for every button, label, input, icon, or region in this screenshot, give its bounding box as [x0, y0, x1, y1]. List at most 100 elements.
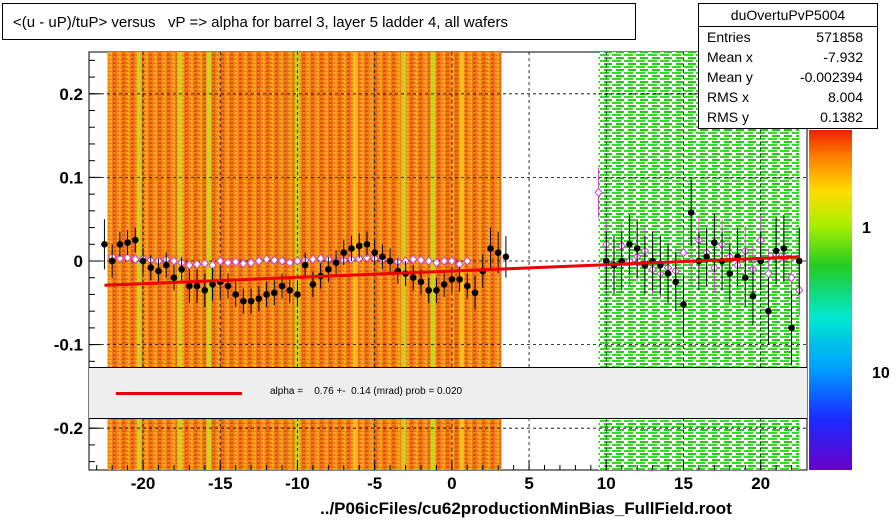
diamond-point — [285, 257, 294, 268]
x-tick-label: -5 — [367, 474, 382, 493]
circle-point — [680, 301, 687, 308]
diamond-point — [262, 254, 271, 265]
circle-point — [425, 286, 432, 294]
stats-value: 0.1382 — [820, 109, 863, 125]
stats-histogram-name: duOvertuPvP5004 — [699, 4, 877, 27]
stats-label: RMS y — [707, 109, 749, 125]
diamond-point — [123, 252, 132, 263]
circle-point — [263, 291, 270, 298]
circle-point — [270, 289, 278, 297]
diamond-point — [764, 268, 773, 279]
circle-point — [664, 270, 672, 277]
diamond-point — [246, 257, 256, 268]
circle-point — [224, 282, 232, 290]
circle-point — [602, 257, 610, 265]
circle-point — [626, 240, 633, 248]
circle-point — [132, 236, 139, 244]
circle-point — [502, 253, 510, 261]
stats-value: 571858 — [816, 29, 863, 45]
diamond-point — [185, 260, 194, 270]
circle-point — [448, 276, 456, 283]
circle-point — [765, 307, 772, 315]
circle-point — [471, 289, 479, 297]
circle-point — [772, 247, 780, 255]
circle-point — [440, 281, 448, 288]
circle-point — [726, 270, 734, 277]
circle-point — [780, 245, 788, 252]
fit-legend: alpha = 0.76 +- 0.14 (mrad) prob = 0.020 — [89, 367, 807, 419]
x-tick-label: -10 — [285, 474, 310, 493]
circle-point — [711, 239, 718, 246]
diamond-point — [254, 256, 264, 266]
circle-point — [795, 257, 803, 265]
circle-point — [371, 249, 378, 256]
diamond-point — [424, 256, 433, 266]
circle-point — [464, 282, 471, 290]
stats-label: Entries — [707, 29, 751, 45]
circle-point — [749, 292, 757, 300]
y-tick-label: 0.1 — [59, 168, 83, 187]
circle-point — [703, 253, 710, 261]
circle-point — [788, 324, 795, 332]
circle-point — [286, 286, 294, 294]
stats-value: 8.004 — [827, 89, 863, 105]
stats-row-entries: Entries 571858 — [699, 27, 877, 47]
source-file-label: ../P06icFiles/cu62productionMinBias_Full… — [320, 499, 732, 518]
stats-label: Mean x — [707, 49, 753, 65]
diamond-point — [239, 258, 248, 269]
diamond-point — [679, 247, 688, 258]
data-marks — [101, 167, 804, 366]
diamond-point — [223, 257, 233, 268]
circle-point — [741, 274, 749, 282]
diamond-point — [293, 256, 302, 266]
diamond-point — [594, 187, 603, 198]
diamond-point — [316, 253, 325, 264]
stats-row-mean-y: Mean y -0.002394 — [699, 67, 877, 87]
x-tick-label: 10 — [597, 474, 616, 493]
chart-title: <(u - uP)/tuP> versus vP => alpha for ba… — [2, 3, 636, 40]
diamond-point — [463, 256, 472, 266]
circle-point — [116, 240, 124, 248]
stats-label: Mean y — [707, 69, 753, 85]
circle-point — [108, 257, 116, 265]
stats-value: -0.002394 — [799, 69, 863, 85]
circle-point — [379, 253, 386, 261]
circle-point — [170, 274, 178, 282]
diamond-point — [216, 256, 225, 266]
circle-point — [433, 286, 440, 294]
circle-point — [409, 274, 417, 282]
diamond-point — [169, 256, 179, 266]
circle-point — [247, 297, 255, 305]
diamond-point — [432, 257, 441, 268]
diamond-point — [115, 253, 125, 264]
diamond-point — [277, 256, 287, 266]
fit-line — [104, 255, 800, 287]
circle-point — [417, 278, 425, 286]
circle-point — [363, 240, 371, 248]
circle-point — [278, 282, 286, 290]
circle-point — [162, 261, 170, 269]
heatmap-stripe — [206, 52, 212, 470]
circle-point — [340, 249, 348, 256]
circle-point — [633, 245, 641, 252]
y-tick-label: -0.2 — [54, 419, 83, 438]
stats-panel: duOvertuPvP5004 Entries 571858 Mean x -7.9… — [698, 3, 878, 129]
circle-point — [155, 267, 162, 275]
diamond-point — [409, 254, 418, 265]
diamond-point — [787, 272, 796, 283]
circle-point — [178, 266, 185, 273]
colorbar-label-1: 1 — [862, 220, 871, 237]
circle-point — [101, 240, 108, 248]
diamond-point — [270, 255, 279, 265]
circle-point — [186, 282, 193, 290]
stats-row-mean-x: Mean x -7.932 — [699, 47, 877, 67]
circle-point — [209, 281, 216, 288]
circle-point — [494, 249, 502, 256]
circle-point — [487, 245, 494, 252]
diamond-point — [192, 259, 202, 270]
y-tick-label: 0.2 — [59, 85, 83, 104]
diamond-point — [231, 257, 240, 267]
circle-point — [687, 209, 695, 216]
diamond-point — [447, 256, 457, 266]
color-scale-bar — [809, 130, 852, 470]
